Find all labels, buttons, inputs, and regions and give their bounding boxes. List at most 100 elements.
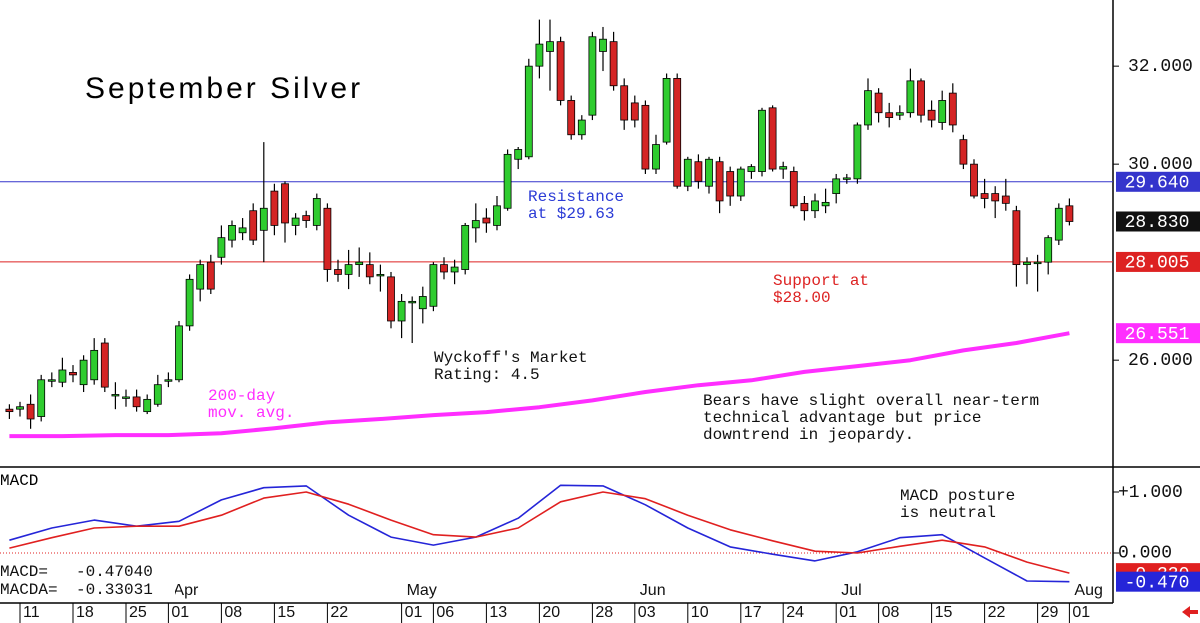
x-tick-label: 15 (935, 604, 953, 621)
candle-body (334, 269, 342, 275)
candle-body (143, 398, 152, 413)
candle-body (758, 109, 766, 172)
candle-body (69, 372, 77, 376)
annotation: downtrend in jeopardy. (703, 426, 914, 444)
candle-body (609, 41, 618, 87)
y-tick-label: +1.000 (1118, 483, 1183, 503)
candle-body (715, 161, 724, 202)
candle-body (440, 264, 448, 273)
candle-body (37, 379, 46, 417)
candle-body (259, 207, 268, 231)
candle-body (673, 78, 682, 187)
readout-box (0, 562, 175, 600)
month-label: Jun (640, 582, 666, 599)
axis-label: 26.551 (1125, 325, 1190, 345)
candle-body (482, 217, 491, 224)
candle-body (228, 225, 236, 241)
x-tick-label: 01 (171, 604, 189, 621)
candle-body (779, 166, 788, 170)
candle-body (514, 149, 523, 160)
x-tick-label: 20 (542, 604, 560, 621)
candle-body (206, 261, 215, 290)
candle-body (789, 171, 798, 207)
candle-body (122, 396, 130, 399)
x-tick-label: 15 (277, 604, 295, 621)
candle-body (556, 41, 565, 101)
candle-body (185, 278, 194, 327)
candle-body (365, 264, 374, 278)
x-tick-label: 29 (1041, 604, 1059, 621)
candle-body (429, 264, 438, 307)
candle-body (249, 210, 258, 241)
axis-label-box (1116, 323, 1200, 344)
macd-line (9, 484, 1070, 583)
candle-body (535, 43, 544, 67)
candle-body (864, 90, 872, 126)
annotation: Bears have slight overall near-term (703, 392, 1039, 410)
candle-body (100, 342, 109, 388)
candle-body (493, 205, 501, 226)
x-tick-label: 03 (638, 604, 656, 621)
candle-body (630, 102, 639, 121)
candle-body (948, 92, 957, 126)
x-tick-label: 01 (1072, 604, 1090, 621)
candle-body (471, 220, 480, 229)
candle-body (302, 215, 311, 221)
annotation: is neutral (900, 504, 996, 522)
candle-body (991, 193, 1000, 202)
candle-body (800, 202, 809, 212)
candle-body (196, 264, 205, 290)
x-tick-label: 22 (330, 604, 348, 621)
x-tick-label: 22 (988, 604, 1006, 621)
candle-body (5, 408, 14, 413)
axis-label: 28.830 (1125, 213, 1190, 233)
axis-label: 28.005 (1125, 254, 1190, 274)
candle-body (503, 153, 512, 209)
x-tick-label: 25 (129, 604, 147, 621)
candle-body (620, 85, 629, 121)
x-tick-label: 24 (786, 604, 804, 621)
panel-title: MACD (0, 472, 38, 490)
y-tick-label: 0.000 (1118, 544, 1172, 564)
candle-body (461, 225, 470, 270)
month-label: Apr (173, 582, 199, 599)
readout-value: -0.33031 (76, 581, 153, 599)
y-tick-label: 26.000 (1128, 351, 1193, 371)
annotation: Support at (773, 272, 869, 290)
candle-body (90, 349, 99, 381)
x-tick-label: 18 (76, 604, 94, 621)
x-tick-label: 10 (691, 604, 709, 621)
x-tick-label: 08 (224, 604, 242, 621)
candle-body (917, 80, 925, 116)
candle-body (726, 171, 735, 197)
candle-body (652, 144, 660, 170)
candle-body (959, 139, 968, 165)
candle-body (1054, 207, 1063, 241)
candle-body (736, 168, 745, 197)
candle-body (577, 119, 586, 136)
candle-body (153, 384, 162, 405)
month-label: Aug (1074, 582, 1102, 599)
candle-body (79, 359, 88, 386)
annotation: Wyckoff's Market (434, 349, 588, 367)
candle-body (938, 100, 947, 123)
candle-body (450, 266, 459, 273)
candle-body (980, 193, 989, 199)
candle-body (175, 325, 183, 381)
candle-body (927, 109, 936, 121)
candle-body (418, 296, 427, 310)
candle-body (768, 107, 777, 170)
candle-body (397, 300, 406, 322)
candle-body (164, 379, 173, 382)
candle-body (599, 38, 607, 52)
chart-title: September Silver (85, 72, 363, 105)
moving-average (9, 331, 1070, 439)
axis-label-box (1116, 171, 1200, 192)
candle-body (1065, 205, 1074, 222)
candle-body (895, 112, 904, 116)
candle-body (662, 78, 671, 143)
axis-label: -0.470 (1125, 573, 1190, 593)
